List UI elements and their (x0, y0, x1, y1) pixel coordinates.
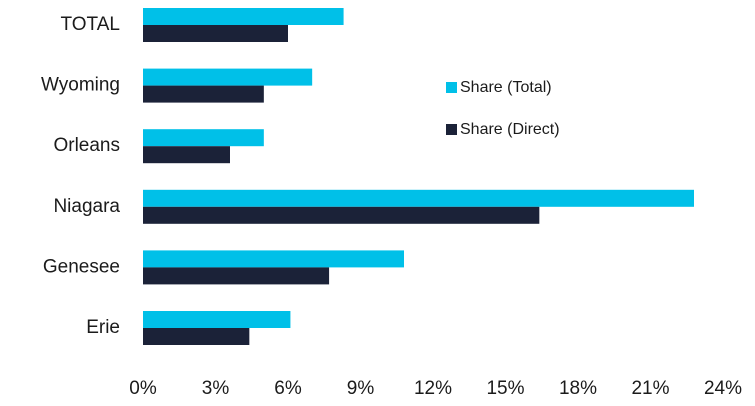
x-tick-label: 24% (704, 378, 742, 399)
bar (143, 8, 344, 25)
bar (143, 189, 694, 207)
x-tick-label: 3% (202, 378, 230, 399)
x-tick-label: 18% (559, 378, 597, 399)
x-tick-label: 0% (129, 378, 157, 399)
x-tick-label: 9% (347, 378, 375, 399)
legend-label: Share (Direct) (460, 121, 560, 138)
bar (143, 85, 264, 103)
y-tick-label: Niagara (53, 196, 120, 217)
y-tick-label: Wyoming (41, 75, 120, 96)
bar (143, 206, 540, 224)
bar (143, 25, 288, 42)
x-tick-label: 21% (631, 378, 669, 399)
y-tick-label: Erie (86, 317, 120, 338)
legend-swatch (446, 124, 457, 135)
x-tick-label: 15% (486, 378, 524, 399)
bar (143, 328, 250, 345)
y-tick-label: Genesee (43, 256, 120, 277)
bar (143, 68, 313, 86)
bar (143, 146, 230, 164)
bar (143, 267, 330, 285)
x-tick-label: 12% (414, 378, 452, 399)
y-tick-label: Orleans (53, 135, 120, 156)
bar (143, 311, 291, 328)
y-tick-label: TOTAL (61, 14, 120, 35)
legend-swatch (446, 82, 457, 93)
bar (143, 250, 404, 268)
legend-label: Share (Total) (460, 79, 552, 96)
bar (143, 129, 264, 147)
x-tick-label: 6% (274, 378, 302, 399)
